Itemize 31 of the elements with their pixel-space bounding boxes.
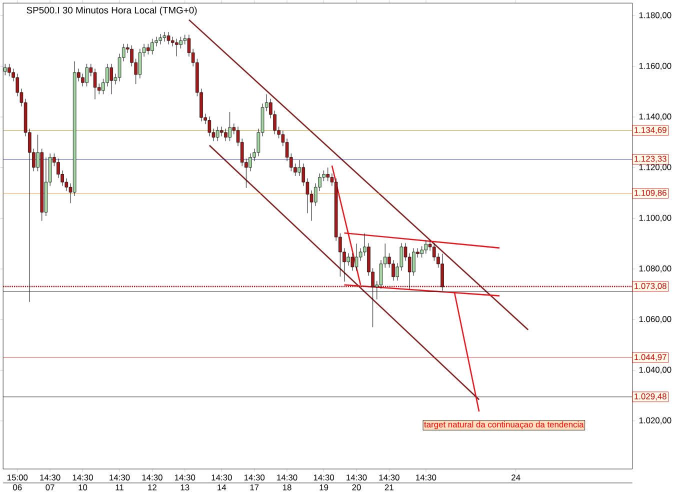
- x-tick-label: 14:30 10: [72, 474, 93, 490]
- x-tick-label: 15:00 06: [7, 474, 28, 490]
- x-tick-label: 14:30 20: [346, 474, 367, 490]
- chart-title: SP500.I 30 Minutos Hora Local (TMG+0): [26, 6, 197, 16]
- y-tick-label: 1.020,00: [639, 417, 672, 424]
- y-tick-label: 1.080,00: [639, 266, 672, 273]
- x-tick-label: 14:30 12: [142, 474, 162, 490]
- x-tick-label: 14:30 14: [212, 474, 232, 490]
- x-tick-label: 14:30 13: [174, 474, 196, 490]
- ref-line-label: 1.134,69: [634, 127, 666, 134]
- x-tick-label: 14:30 18: [277, 474, 298, 490]
- ref-line-label: 1.109,86: [634, 190, 666, 197]
- x-tick-label: 14:30 17: [244, 474, 265, 490]
- y-tick-label: 1.060,00: [639, 316, 672, 324]
- annotation: target natural da continuaçao da tendencia: [424, 421, 584, 430]
- y-tick-label: 1.160,00: [639, 62, 672, 70]
- x-tick-label: 24: [512, 474, 520, 480]
- x-tick-label: 14:30 21: [379, 474, 400, 490]
- y-tick-label: 1.140,00: [639, 114, 672, 121]
- y-tick-label: 1.100,00: [639, 214, 672, 222]
- x-tick-label: 14:30 11: [110, 474, 130, 490]
- ref-line-label: 1.073,08: [634, 283, 666, 290]
- x-tick-label: 14:30: [416, 474, 436, 481]
- ref-line-label: 1.123,33: [634, 156, 666, 163]
- y-tick-label: 1.180,00: [639, 12, 672, 20]
- y-tick-label: 1.120,00: [639, 164, 672, 172]
- x-tick-label: 14:30 19: [314, 474, 334, 490]
- y-tick-label: 1.040,00: [639, 366, 672, 374]
- ref-line-label: 1.029,48: [634, 393, 666, 400]
- x-tick-label: 14:30 07: [40, 474, 60, 490]
- ref-line-label: 1.044,97: [634, 354, 666, 362]
